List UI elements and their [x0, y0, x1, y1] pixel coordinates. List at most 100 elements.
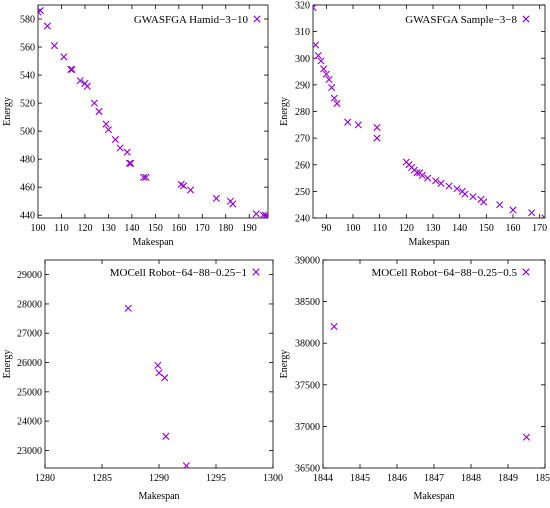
x-tick-label: 1280	[35, 473, 55, 484]
y-tick-label: 38000	[295, 339, 320, 350]
data-point	[469, 193, 477, 201]
x-tick-label: 140	[124, 223, 139, 234]
data-point	[124, 304, 132, 312]
y-tick-label: 29000	[17, 270, 42, 281]
x-tick-label: 100	[31, 223, 46, 234]
y-axis-label: Energy	[2, 350, 13, 379]
x-tick-label: 190	[242, 223, 257, 234]
legend: GWASFGA Sample−3−8	[405, 14, 530, 26]
x-tick-label: 1844	[313, 473, 333, 484]
data-point	[322, 70, 330, 78]
data-points	[330, 322, 531, 441]
data-point	[373, 123, 381, 132]
y-tick-label: 540	[20, 71, 35, 82]
data-point	[116, 144, 124, 152]
y-tick-label: 480	[20, 155, 35, 166]
legend-label: GWASFGA Sample−3−8	[405, 14, 517, 26]
data-point	[179, 182, 188, 190]
y-tick-label: 580	[20, 15, 35, 26]
x-tick-label: 150	[148, 223, 163, 234]
data-point	[125, 159, 134, 167]
data-point	[90, 99, 98, 107]
x-tick-label: 150	[479, 223, 494, 234]
x-tick-label: 1848	[461, 473, 481, 484]
legend-marker	[522, 268, 530, 276]
x-tick-label: 1290	[149, 473, 169, 484]
y-tick-label: 27000	[17, 329, 42, 340]
y-tick-label: 300	[295, 54, 310, 65]
y-axis-label: Energy	[279, 350, 290, 379]
y-tick-label: 320	[295, 1, 310, 12]
data-point	[102, 120, 110, 128]
data-point	[424, 174, 432, 182]
data-point	[373, 134, 381, 142]
data-point	[161, 374, 169, 382]
x-tick-label: 180	[218, 223, 233, 234]
data-point	[445, 182, 453, 190]
data-point	[43, 22, 51, 30]
y-axis-label: Energy	[279, 97, 290, 126]
y-axis-label: Energy	[2, 97, 13, 126]
plot-area	[37, 4, 269, 219]
y-tick-label: 280	[295, 107, 310, 118]
data-point	[496, 201, 504, 209]
data-point	[104, 126, 112, 134]
legend-label: MOCell Robot−64−88−0.25−0.5	[371, 267, 517, 279]
y-tick-label: 26000	[17, 358, 42, 369]
x-tick-label: 110	[54, 223, 69, 234]
x-tick-label: 140	[452, 223, 467, 234]
x-tick-label: 160	[171, 223, 186, 234]
data-point	[328, 83, 336, 92]
chart-panel-3: 1280 1285 1290 1295 1300 23000 24000 25000 26000…	[2, 259, 283, 502]
y-tick-label: 310	[295, 27, 310, 38]
data-point	[38, 7, 44, 15]
y-tick-label: 23000	[17, 446, 42, 457]
data-point	[212, 194, 220, 202]
x-axis-label: Makespan	[132, 237, 173, 248]
data-point	[333, 99, 341, 108]
x-tick-label: 170	[532, 223, 547, 234]
data-point	[344, 118, 352, 126]
data-point	[418, 171, 426, 179]
x-tick-label: 170	[195, 223, 210, 234]
data-point	[313, 5, 317, 12]
x-tick-label: 1847	[424, 473, 444, 484]
x-axis-label: Makespan	[413, 491, 454, 502]
x-tick-label: 100	[346, 223, 361, 234]
y-tick-label: 260	[295, 160, 310, 171]
y-tick-label: 520	[20, 99, 35, 110]
y-tick-label: 36500	[295, 464, 320, 475]
data-point	[313, 41, 320, 49]
y-tick-label: 24000	[17, 417, 42, 428]
y-tick-label: 28000	[17, 299, 42, 310]
legend-label: GWASFGA Hamid−3−10	[134, 14, 249, 26]
data-point	[68, 65, 76, 74]
data-point	[480, 198, 488, 206]
x-axis-label: Makespan	[138, 491, 179, 502]
data-point	[154, 361, 162, 370]
legend: GWASFGA Hamid−3−10	[134, 14, 261, 26]
data-point	[252, 210, 260, 218]
y-tick-label: 440	[20, 211, 35, 222]
data-point	[186, 186, 195, 194]
x-tick-label: 160	[506, 223, 521, 234]
x-tick-label: 1850	[535, 473, 550, 484]
x-tick-label: 120	[399, 223, 414, 234]
plot-area	[312, 4, 546, 219]
data-point	[330, 322, 338, 331]
y-tick-label: 37500	[295, 380, 320, 391]
data-point	[50, 42, 59, 50]
data-point	[67, 65, 75, 74]
data-point	[461, 190, 469, 198]
data-point	[437, 179, 445, 187]
data-point	[317, 57, 325, 65]
y-tick-label: 560	[20, 43, 35, 54]
chart-panel-2: 90 100 110 120 130 140 150 160 170 240 250 260 270 28…	[279, 1, 547, 249]
x-tick-label: 1295	[206, 473, 226, 484]
x-tick-label: 1846	[387, 473, 407, 484]
data-point	[95, 107, 103, 116]
legend-marker	[253, 15, 261, 23]
x-tick-label: 1845	[350, 473, 370, 484]
data-point	[229, 200, 237, 208]
